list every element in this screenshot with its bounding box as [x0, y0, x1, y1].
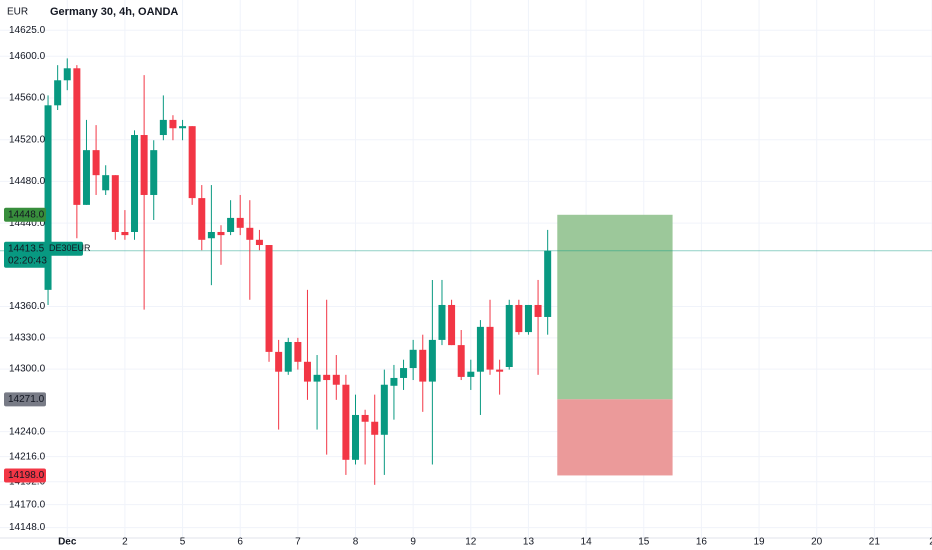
- candle-body: [82, 150, 90, 205]
- candle-body: [361, 414, 369, 422]
- candle-body: [544, 250, 552, 317]
- candle-body: [246, 227, 254, 240]
- candle-body: [342, 384, 350, 460]
- candle-body: [275, 351, 283, 372]
- candle-body: [179, 126, 187, 129]
- candle-body: [534, 304, 542, 317]
- candle-body: [332, 374, 340, 385]
- candle-body: [352, 414, 360, 460]
- candle-body: [207, 231, 215, 239]
- candle-body: [227, 217, 235, 232]
- y-tick-label: 14600.0: [9, 51, 46, 62]
- candle-body: [63, 68, 71, 81]
- y-tick-label: 14440.0: [9, 218, 46, 229]
- x-tick-label: 13: [523, 537, 535, 548]
- candle-body: [505, 304, 513, 368]
- candle-body: [448, 304, 456, 346]
- x-tick-label: 19: [753, 537, 765, 548]
- candle-body: [400, 368, 408, 378]
- candle-body: [371, 421, 379, 435]
- x-tick-label: 21: [869, 537, 881, 548]
- candle-body: [313, 374, 321, 382]
- candle-body: [54, 80, 62, 106]
- y-tick-label: 14560.0: [9, 93, 46, 104]
- candle-body: [438, 304, 446, 340]
- x-tick-label: 2: [122, 537, 128, 548]
- y-tick-label: 14300.0: [9, 364, 46, 375]
- currency-label: EUR: [7, 7, 28, 18]
- y-tick-label: 14360.0: [9, 301, 46, 312]
- y-tick-label: 14240.0: [9, 426, 46, 437]
- target-price-box: [4, 207, 46, 222]
- candle-body: [121, 231, 129, 236]
- candle-body: [198, 198, 206, 240]
- candle-body: [255, 239, 263, 246]
- candle-body: [265, 245, 273, 352]
- candle-body: [390, 377, 398, 386]
- y-tick-label: 14625.0: [9, 25, 46, 36]
- candle-body: [486, 326, 494, 370]
- candle-body: [92, 150, 100, 176]
- candle-body: [150, 150, 158, 195]
- x-tick-label: Dec: [58, 537, 77, 548]
- candle-body: [44, 105, 52, 290]
- candle-body: [159, 119, 167, 136]
- x-tick-label: 16: [696, 537, 708, 548]
- target-zone: [557, 214, 673, 400]
- entry-price-label: 14271.0: [8, 394, 45, 405]
- y-tick-label: 14330.0: [9, 332, 46, 343]
- last-price-box: [4, 241, 46, 268]
- candle-body: [419, 349, 427, 382]
- candle-body: [131, 135, 139, 232]
- candle-body: [380, 384, 388, 435]
- candle-body: [409, 349, 417, 369]
- y-tick-label: 14520.0: [9, 134, 46, 145]
- x-tick-label: 12: [465, 537, 477, 548]
- x-tick-label: 9: [410, 537, 416, 548]
- candle-body: [496, 369, 504, 372]
- x-tick-label: 2: [929, 537, 932, 548]
- candle-body: [140, 135, 148, 195]
- stop-price-label: 14198.0: [8, 470, 45, 481]
- x-tick-label: 14: [581, 537, 593, 548]
- candle-body: [73, 68, 81, 205]
- symbol-label: DE30EUR: [49, 243, 91, 253]
- candle-body: [284, 341, 292, 372]
- candle-body: [515, 304, 523, 333]
- y-tick-label: 14170.0: [9, 499, 46, 510]
- y-tick-label: 14216.0: [9, 451, 46, 462]
- candle-body: [217, 231, 225, 236]
- candle-body: [524, 304, 532, 333]
- symbol-box: [46, 241, 83, 256]
- candle-body: [428, 339, 436, 382]
- candle-body: [236, 217, 244, 228]
- x-tick-label: 20: [811, 537, 823, 548]
- y-tick-label: 14480.0: [9, 176, 46, 187]
- y-tick-label: 14148.0: [9, 522, 46, 533]
- candle-body: [476, 326, 484, 372]
- candle-body: [111, 175, 119, 232]
- candle-body: [294, 341, 302, 362]
- x-tick-label: 7: [295, 537, 301, 548]
- x-tick-label: 6: [237, 537, 243, 548]
- target-price-label: 14448.0: [8, 209, 45, 220]
- countdown-label: 02:20:43: [8, 255, 47, 266]
- candle-body: [169, 119, 177, 129]
- candle-body: [323, 374, 331, 381]
- candle-body: [457, 345, 465, 377]
- x-tick-label: 8: [353, 537, 359, 548]
- candle-body: [303, 361, 311, 382]
- candle-body: [102, 175, 110, 191]
- candle-body: [467, 371, 475, 377]
- stop-zone: [557, 399, 673, 476]
- chart-title: Germany 30, 4h, OANDA: [50, 6, 178, 18]
- stop-price-box: [4, 468, 46, 483]
- entry-price-box: [4, 392, 46, 407]
- last-price-label: 14413.5: [8, 243, 45, 254]
- candle-body: [188, 126, 196, 199]
- x-tick-label: 15: [638, 537, 650, 548]
- x-tick-label: 5: [180, 537, 186, 548]
